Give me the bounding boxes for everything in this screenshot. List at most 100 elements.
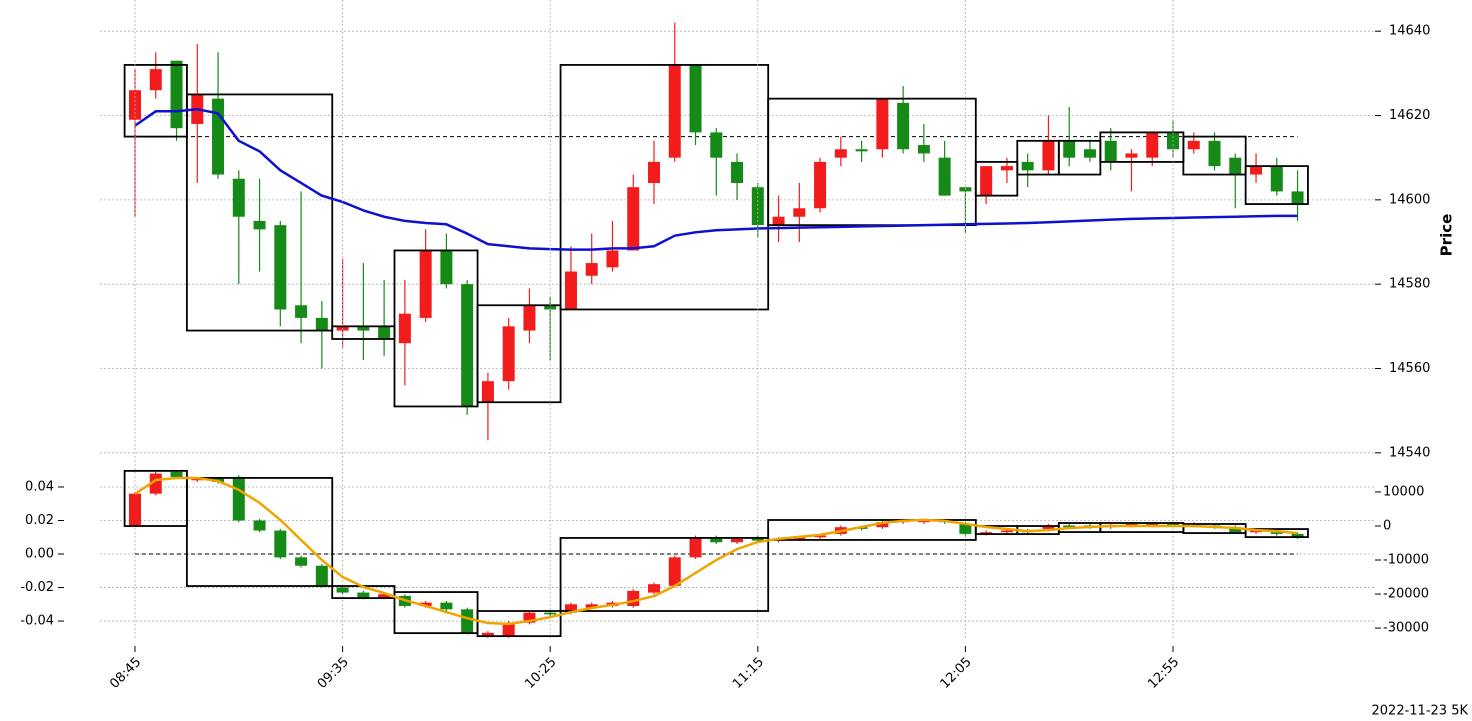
x-tick-label: 12:05 bbox=[938, 655, 975, 692]
candle-body bbox=[1250, 166, 1263, 175]
y2-tick-label: -30000 bbox=[1383, 621, 1429, 636]
range-box bbox=[1182, 135, 1247, 176]
candle-body bbox=[544, 612, 557, 615]
candle-body bbox=[627, 590, 640, 606]
y-tick-label: 0.02 bbox=[25, 513, 54, 528]
candle-body bbox=[1083, 149, 1096, 158]
candle-body bbox=[897, 102, 910, 150]
candle-body bbox=[357, 326, 370, 331]
candle-body bbox=[440, 602, 453, 610]
x-tick-label: 11:15 bbox=[730, 655, 767, 692]
candle-body bbox=[648, 161, 660, 183]
candle-body bbox=[793, 208, 806, 217]
candle-body bbox=[834, 149, 847, 158]
candle-body bbox=[315, 565, 328, 586]
candle-body bbox=[523, 305, 536, 331]
candle-body bbox=[502, 326, 515, 382]
candle-body bbox=[710, 132, 723, 158]
candle-body bbox=[461, 284, 474, 407]
candle-body bbox=[564, 271, 577, 310]
candle-body bbox=[1250, 530, 1263, 533]
candle-body bbox=[751, 537, 764, 541]
candle-body bbox=[585, 263, 598, 276]
x-tick-label: 12:55 bbox=[1145, 655, 1182, 692]
y-tick-label: 14560 bbox=[1389, 361, 1430, 376]
range-box bbox=[1244, 528, 1309, 538]
candle-body bbox=[876, 98, 889, 150]
candle-body bbox=[481, 632, 494, 637]
range-box bbox=[476, 610, 562, 638]
candle-body bbox=[357, 592, 370, 598]
candle-body bbox=[1229, 157, 1242, 175]
range-box bbox=[1244, 165, 1309, 205]
candle-body bbox=[917, 145, 930, 154]
y-tick-label: 14600 bbox=[1389, 192, 1430, 207]
candle-body bbox=[959, 523, 972, 534]
candle-body bbox=[814, 535, 827, 538]
candle-body bbox=[1270, 532, 1283, 534]
range-box bbox=[559, 537, 770, 612]
candle-body bbox=[1167, 523, 1179, 526]
candle-body bbox=[336, 587, 349, 593]
y2-tick-label: 10000 bbox=[1383, 484, 1424, 499]
candle-body bbox=[980, 166, 993, 196]
candle-body bbox=[232, 476, 245, 521]
candle-body bbox=[689, 537, 702, 558]
candle-body bbox=[751, 187, 764, 226]
range-box bbox=[185, 477, 334, 587]
candle-body bbox=[814, 161, 827, 209]
candle-body bbox=[1187, 140, 1200, 150]
candle-body bbox=[232, 178, 245, 217]
candle-body bbox=[1125, 523, 1138, 526]
candle-body bbox=[917, 520, 930, 523]
candle-body bbox=[170, 60, 183, 129]
candle-body bbox=[980, 532, 993, 534]
candle-body bbox=[398, 313, 411, 344]
candle-body bbox=[648, 584, 660, 593]
candle-body bbox=[274, 530, 287, 558]
y-tick-label: 14640 bbox=[1389, 24, 1430, 39]
line bbox=[134, 107, 1298, 251]
candle-body bbox=[295, 557, 308, 566]
x-tick-label: 09:35 bbox=[315, 655, 352, 692]
candle-body bbox=[710, 537, 723, 543]
candle-body bbox=[129, 493, 141, 526]
candle-body bbox=[1000, 530, 1013, 533]
y-tick-label: -0.04 bbox=[20, 614, 54, 629]
candle-body bbox=[1063, 525, 1076, 528]
candle-body bbox=[440, 250, 453, 285]
candle-body bbox=[523, 612, 536, 623]
range-box bbox=[974, 160, 1019, 197]
candle-body bbox=[378, 326, 391, 339]
candle-body bbox=[544, 305, 557, 310]
candle-body bbox=[1125, 153, 1138, 158]
candle-body bbox=[1146, 523, 1159, 526]
y-tick-label: 14540 bbox=[1389, 445, 1430, 460]
candle-body bbox=[378, 594, 391, 598]
x-tick-label: 08:45 bbox=[107, 655, 144, 692]
candle-body bbox=[731, 161, 744, 183]
y-tick-label: -0.02 bbox=[20, 580, 54, 595]
y-tick-label: 14620 bbox=[1389, 108, 1430, 123]
x-tick-label: 10:25 bbox=[522, 655, 559, 692]
candle-body bbox=[502, 622, 515, 637]
candle-body bbox=[606, 250, 619, 268]
candle-body bbox=[253, 220, 266, 230]
candle-body bbox=[627, 187, 640, 251]
candle-body bbox=[855, 149, 868, 152]
candle-body bbox=[1270, 166, 1283, 192]
candle-body bbox=[1291, 533, 1304, 538]
candle-body bbox=[1042, 140, 1055, 171]
candle-body bbox=[1291, 191, 1304, 205]
candle-body bbox=[419, 250, 432, 318]
candle-body bbox=[1021, 161, 1034, 171]
candle-body bbox=[481, 381, 494, 403]
candle-body bbox=[938, 157, 951, 196]
candle-body bbox=[1208, 140, 1221, 167]
candle-body bbox=[731, 538, 744, 543]
candle-body bbox=[1229, 527, 1242, 533]
candle-body bbox=[1000, 166, 1013, 171]
candle-body bbox=[668, 64, 681, 158]
candle-body bbox=[295, 305, 308, 318]
candle-body bbox=[191, 478, 204, 481]
